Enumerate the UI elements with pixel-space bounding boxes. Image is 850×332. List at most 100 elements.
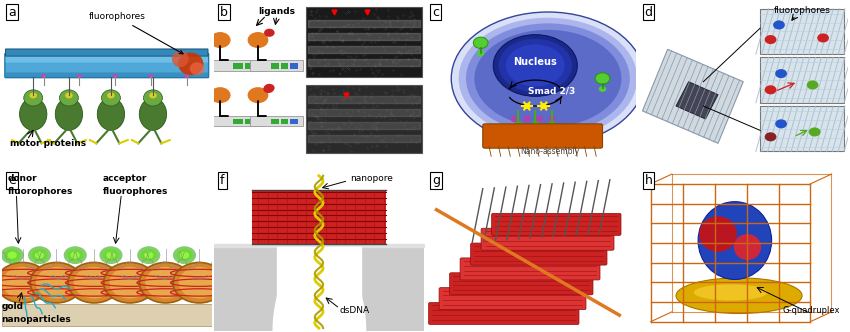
Circle shape: [36, 267, 76, 298]
Circle shape: [76, 74, 82, 78]
Ellipse shape: [97, 98, 125, 130]
Circle shape: [103, 249, 119, 261]
FancyBboxPatch shape: [5, 72, 208, 77]
Ellipse shape: [506, 44, 564, 87]
Bar: [306, 7, 422, 77]
Ellipse shape: [700, 216, 737, 252]
Circle shape: [178, 267, 219, 298]
Text: ligands: ligands: [258, 7, 296, 16]
Circle shape: [473, 37, 488, 48]
Ellipse shape: [536, 116, 543, 122]
Bar: [256, 119, 265, 124]
FancyBboxPatch shape: [5, 53, 208, 78]
Text: motor proteins: motor proteins: [10, 139, 86, 148]
Circle shape: [149, 74, 153, 78]
Bar: [760, 9, 844, 54]
Bar: [251, 60, 303, 71]
Circle shape: [28, 246, 51, 264]
Circle shape: [247, 87, 269, 103]
Circle shape: [598, 86, 606, 92]
FancyBboxPatch shape: [428, 302, 579, 324]
Circle shape: [141, 249, 156, 261]
Circle shape: [765, 85, 776, 94]
Text: Smad 2/3: Smad 2/3: [529, 87, 575, 96]
Bar: [245, 63, 254, 68]
Circle shape: [180, 252, 189, 259]
Text: a: a: [8, 6, 16, 19]
Circle shape: [548, 121, 556, 127]
Ellipse shape: [101, 90, 121, 106]
Bar: [252, 190, 386, 244]
Circle shape: [809, 127, 820, 136]
Polygon shape: [214, 247, 294, 331]
Circle shape: [765, 132, 776, 141]
Text: donor: donor: [8, 174, 37, 183]
Bar: [234, 63, 243, 68]
Circle shape: [137, 246, 161, 264]
Circle shape: [105, 263, 155, 302]
Bar: [214, 247, 277, 331]
Circle shape: [74, 267, 115, 298]
Bar: [271, 119, 279, 124]
FancyBboxPatch shape: [491, 213, 621, 235]
Ellipse shape: [493, 35, 577, 96]
Text: nanoparticles: nanoparticles: [2, 315, 71, 324]
Ellipse shape: [511, 116, 518, 122]
Text: h: h: [644, 174, 653, 187]
Circle shape: [65, 93, 73, 98]
Circle shape: [0, 262, 50, 304]
Text: nanopore: nanopore: [350, 174, 394, 183]
FancyBboxPatch shape: [439, 288, 586, 310]
Circle shape: [177, 249, 192, 261]
Circle shape: [29, 262, 83, 304]
Ellipse shape: [139, 98, 167, 130]
Circle shape: [110, 267, 150, 298]
Circle shape: [264, 29, 275, 37]
Circle shape: [4, 249, 20, 261]
Circle shape: [477, 50, 484, 56]
Circle shape: [69, 263, 119, 302]
FancyBboxPatch shape: [5, 49, 208, 56]
Bar: [251, 116, 303, 126]
Circle shape: [247, 32, 269, 48]
Circle shape: [807, 80, 819, 90]
Circle shape: [99, 246, 122, 264]
Circle shape: [523, 103, 530, 109]
Ellipse shape: [451, 12, 644, 145]
Circle shape: [144, 252, 153, 259]
Ellipse shape: [190, 62, 204, 75]
Circle shape: [540, 103, 547, 109]
Circle shape: [515, 121, 522, 127]
Ellipse shape: [548, 116, 556, 122]
Ellipse shape: [466, 23, 630, 133]
Circle shape: [31, 263, 82, 302]
Ellipse shape: [178, 52, 203, 75]
FancyBboxPatch shape: [483, 124, 603, 148]
Circle shape: [264, 84, 275, 92]
Bar: [271, 63, 279, 68]
Ellipse shape: [20, 98, 47, 130]
Bar: [2, 304, 212, 326]
FancyBboxPatch shape: [481, 228, 614, 250]
Bar: [290, 119, 298, 124]
Circle shape: [67, 249, 83, 261]
Circle shape: [145, 267, 186, 298]
Circle shape: [0, 263, 48, 302]
Text: dsDNA: dsDNA: [340, 306, 370, 315]
Ellipse shape: [459, 18, 638, 139]
Text: f: f: [220, 174, 224, 187]
Bar: [212, 60, 265, 71]
Text: e: e: [8, 174, 16, 187]
Bar: [344, 247, 424, 331]
Bar: [234, 119, 243, 124]
Bar: [306, 85, 422, 153]
Circle shape: [64, 246, 87, 264]
Circle shape: [149, 93, 156, 98]
Text: fluorophores: fluorophores: [88, 12, 183, 54]
FancyBboxPatch shape: [460, 258, 600, 280]
Bar: [760, 106, 844, 151]
Text: b: b: [220, 6, 228, 19]
Text: d: d: [644, 6, 653, 19]
Circle shape: [107, 93, 115, 98]
Text: fluorophores: fluorophores: [774, 6, 830, 15]
